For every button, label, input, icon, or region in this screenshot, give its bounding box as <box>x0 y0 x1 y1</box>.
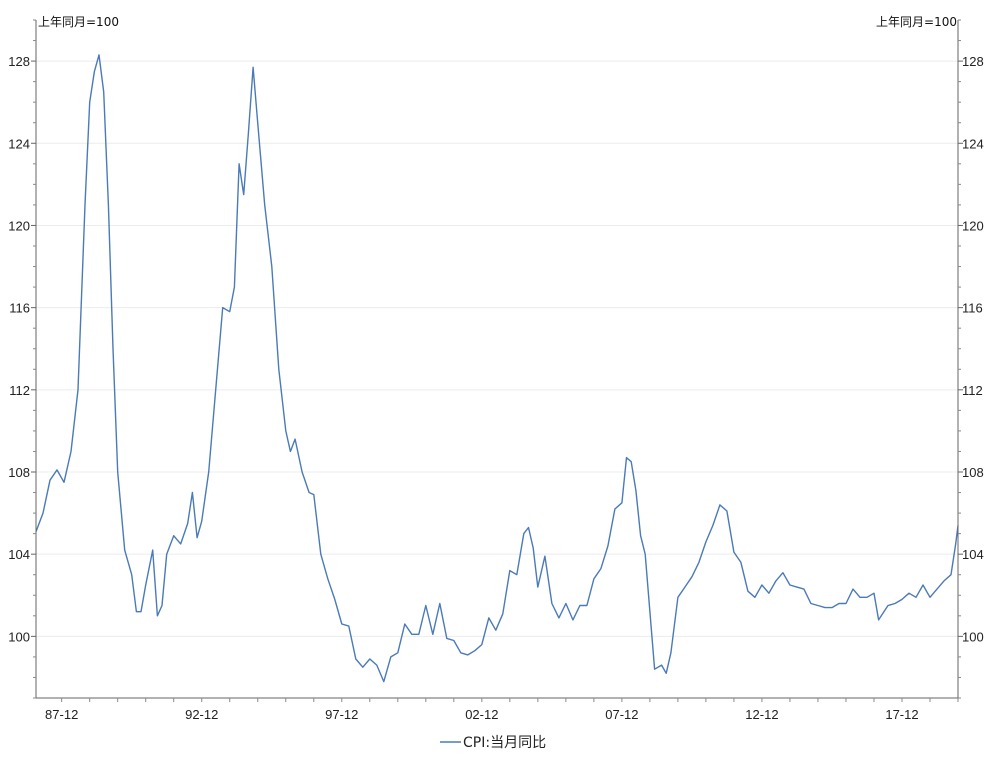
left-y-tick-label: 104 <box>8 547 30 562</box>
x-tick-label: 92-12 <box>185 707 218 722</box>
x-tick-label: 17-12 <box>885 707 918 722</box>
right-y-tick-label: 124 <box>962 136 984 151</box>
y-axis-ticks: 100 100 104 104 108 108 112 112 116 116 120 120 124 1… <box>8 19 984 699</box>
left-y-tick-label: 120 <box>8 218 30 233</box>
right-y-tick-label: 112 <box>962 383 983 398</box>
left-y-tick-label: 108 <box>8 465 30 480</box>
right-y-tick-label: 116 <box>962 301 983 316</box>
x-tick-label: 02-12 <box>465 707 498 722</box>
left-axis-unit: 上年同月=100 <box>38 15 119 29</box>
left-y-tick-label: 100 <box>8 629 30 644</box>
right-y-tick-label: 108 <box>962 465 984 480</box>
left-y-tick-label: 116 <box>9 301 30 316</box>
x-tick-label: 07-12 <box>605 707 638 722</box>
plot-area <box>35 20 959 698</box>
left-y-tick-label: 124 <box>8 136 30 151</box>
plot-background <box>36 20 958 698</box>
x-axis-ticks: 87-12 92-12 97-12 02-12 07-12 12-12 17-12 <box>45 698 959 722</box>
legend: CPI:当月同比 <box>440 735 546 751</box>
left-y-tick-label: 112 <box>9 383 30 398</box>
x-tick-label: 87-12 <box>45 707 78 722</box>
legend-label: CPI:当月同比 <box>463 735 546 751</box>
left-y-tick-label: 128 <box>8 54 30 69</box>
gridlines <box>36 60 958 637</box>
x-tick-label: 97-12 <box>325 707 358 722</box>
right-y-tick-label: 128 <box>962 54 984 69</box>
axes: 100 100 104 104 108 108 112 112 116 116 120 120 124 1… <box>8 19 984 722</box>
right-axis-unit: 上年同月=100 <box>876 15 957 29</box>
x-tick-label: 12-12 <box>745 707 778 722</box>
right-y-tick-label: 104 <box>962 547 984 562</box>
cpi-series-line <box>35 54 959 683</box>
right-y-tick-label: 100 <box>962 629 984 644</box>
right-y-tick-label: 120 <box>962 218 984 233</box>
